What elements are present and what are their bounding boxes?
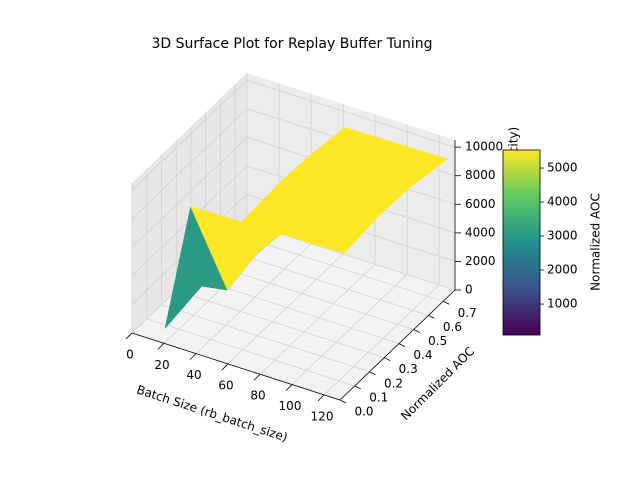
surface xyxy=(164,127,448,330)
x-tick-label: 40 xyxy=(186,368,201,382)
y-tick-label: 0.7 xyxy=(458,306,477,320)
grid-line xyxy=(227,253,344,365)
grid-line xyxy=(176,290,385,359)
surface-facet xyxy=(241,183,382,254)
z-tick-label: 0 xyxy=(465,283,473,297)
tick-mark xyxy=(157,343,165,350)
tick-mark xyxy=(413,329,420,333)
tick-mark xyxy=(285,384,293,391)
y-tick-label: 0.5 xyxy=(428,334,447,348)
x-tick-label: 20 xyxy=(154,358,169,372)
chart-title: 3D Surface Plot for Replay Buffer Tuning xyxy=(151,36,432,52)
tick-mark xyxy=(398,343,406,347)
grid-line xyxy=(291,274,408,385)
tick-mark xyxy=(125,332,133,340)
colorbar-label: Normalized AOC xyxy=(589,193,603,291)
z-tick-label: 10000 xyxy=(465,140,503,154)
colorbar-tick-label: 5000 xyxy=(547,161,578,175)
tick-mark xyxy=(369,371,376,376)
colorbar-tick-label: 4000 xyxy=(547,195,578,209)
y-tick-label: 0.2 xyxy=(384,376,403,390)
colorbar-tick-label: 2000 xyxy=(547,263,578,277)
tick-mark xyxy=(253,373,261,381)
z-tick-label: 6000 xyxy=(465,197,496,211)
colorbar xyxy=(502,149,541,336)
grid-line xyxy=(259,263,376,375)
tick-mark xyxy=(384,357,391,362)
colorbar-tick-label: 1000 xyxy=(547,297,578,311)
z-tick-label: 2000 xyxy=(465,254,496,268)
grid-line xyxy=(246,79,456,148)
y-tick-label: 0.3 xyxy=(399,362,418,376)
grid-line xyxy=(161,304,370,373)
grid-line xyxy=(195,243,312,354)
z-axis-label: city) xyxy=(507,127,521,153)
tick-mark xyxy=(428,315,435,319)
y-tick-label: 0.4 xyxy=(413,348,432,362)
grid-line xyxy=(131,108,248,220)
grid-line xyxy=(323,284,440,396)
y-tick-label: 0.1 xyxy=(369,390,388,404)
grid-line xyxy=(131,136,248,248)
y-tick-label: 0.0 xyxy=(354,405,373,419)
z-tick-label: 4000 xyxy=(465,225,496,239)
x-tick-label: 0 xyxy=(126,348,134,362)
z-tick-label: 8000 xyxy=(465,168,496,182)
tick-mark xyxy=(443,300,450,305)
tick-mark xyxy=(354,385,361,390)
y-axis-label: Normalized AOC xyxy=(398,344,477,423)
tick-mark xyxy=(221,363,229,371)
x-tick-label: 100 xyxy=(279,399,302,413)
x-tick-label: 120 xyxy=(311,409,334,423)
colorbar-tick-label: 3000 xyxy=(547,229,578,243)
grid-line xyxy=(146,318,355,387)
y-axis xyxy=(339,289,456,401)
grid-line xyxy=(220,248,429,316)
x-axis-label: Batch Size (rb_batch_size) xyxy=(135,382,289,444)
tick-mark xyxy=(189,353,197,360)
y-tick-label: 0.6 xyxy=(443,320,462,334)
tick-mark xyxy=(339,399,347,404)
grid-line xyxy=(235,233,444,302)
grid-line xyxy=(131,79,248,191)
x-tick-label: 60 xyxy=(218,378,233,392)
pane-left xyxy=(132,73,247,333)
x-axis xyxy=(131,332,341,401)
tick-mark xyxy=(317,394,325,402)
x-tick-label: 80 xyxy=(250,389,265,403)
